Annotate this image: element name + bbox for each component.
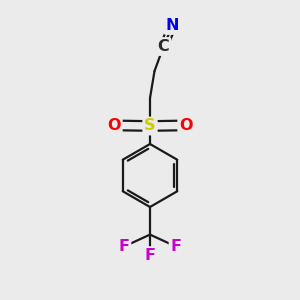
Text: N: N [166, 18, 179, 33]
Text: F: F [145, 248, 155, 263]
Text: O: O [107, 118, 121, 133]
Text: O: O [179, 118, 193, 133]
Text: C: C [158, 39, 169, 54]
Text: F: F [118, 239, 129, 254]
Text: S: S [144, 118, 156, 134]
Text: F: F [171, 239, 182, 254]
